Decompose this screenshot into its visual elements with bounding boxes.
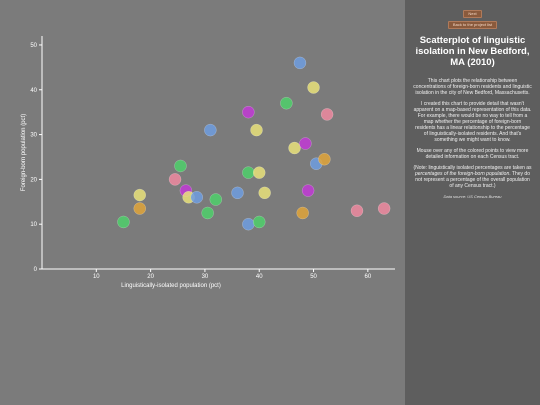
x-tick-label: 30 (202, 274, 209, 280)
data-point[interactable] (242, 166, 255, 179)
data-point[interactable] (301, 184, 315, 197)
data-point[interactable] (204, 123, 217, 137)
data-point[interactable] (174, 159, 187, 173)
description-paragraph-2: I created this chart to provide detail t… (413, 101, 532, 143)
data-point[interactable] (296, 206, 309, 220)
data-point[interactable] (307, 81, 320, 94)
data-point[interactable] (288, 141, 301, 155)
y-tick-label: 20 (30, 177, 37, 183)
x-axis-title: Linguistically-isolated population (pct) (121, 283, 221, 289)
next-button[interactable]: Next (463, 10, 482, 18)
description-note: (Note: linguistically isolated percentag… (413, 165, 532, 189)
back-to-projects-button[interactable]: Back to the project list (447, 21, 498, 29)
data-point[interactable] (252, 215, 266, 229)
scatterplot-area: 0 10 20 30 40 50 10 20 30 40 50 60 Linguistically-is… (21, 36, 395, 289)
data-point[interactable] (320, 108, 334, 121)
scatterplot-svg: 0 10 20 30 40 50 10 20 30 40 50 60 Linguistically-is… (21, 36, 395, 289)
data-point[interactable] (318, 152, 331, 166)
note-suffix: . They do not represent a percentage of … (415, 171, 530, 189)
y-tick-label: 10 (30, 222, 37, 228)
y-axis-title: Foreign-born population (pct) (21, 114, 27, 191)
x-tick-label: 10 (93, 274, 100, 280)
data-point[interactable] (250, 123, 263, 137)
data-point[interactable] (133, 188, 147, 202)
note-emphasis: percentages of the foreign-born populati… (415, 171, 510, 177)
x-tick-label: 40 (256, 274, 263, 280)
data-point[interactable] (377, 202, 391, 215)
data-point[interactable] (201, 206, 214, 220)
x-tick-label: 60 (365, 274, 372, 280)
data-point[interactable] (299, 137, 312, 150)
data-source: Data source: US Census Bureau (443, 194, 502, 199)
y-tick-label: 50 (30, 43, 37, 49)
x-tick-label: 50 (310, 274, 317, 280)
data-point[interactable] (231, 186, 244, 200)
data-point[interactable] (133, 202, 147, 215)
y-tick-label: 40 (30, 88, 37, 94)
data-point[interactable] (117, 215, 130, 229)
data-point[interactable] (242, 217, 255, 231)
note-prefix: (Note: linguistically isolated percentag… (413, 165, 532, 171)
data-point[interactable] (190, 191, 204, 204)
description-paragraph-1: This chart plots the relationship betwee… (413, 78, 532, 96)
data-point[interactable] (350, 204, 364, 217)
data-point[interactable] (242, 105, 255, 119)
data-point[interactable] (252, 166, 266, 179)
side-panel: Next Back to the project list Scatterplo… (405, 0, 540, 405)
x-tick-label: 20 (147, 274, 154, 280)
y-tick-label: 0 (34, 267, 38, 273)
data-point[interactable] (209, 193, 223, 206)
data-point[interactable] (168, 173, 182, 186)
data-point[interactable] (280, 96, 293, 110)
description-paragraph-3: Mouse over any of the colored points to … (416, 148, 529, 160)
data-point[interactable] (258, 186, 271, 200)
y-tick-label: 30 (30, 133, 37, 139)
chart-title: Scatterplot of linguistic isolation in N… (415, 35, 530, 68)
nav-row: Next Back to the project list (413, 10, 532, 29)
data-point[interactable] (293, 56, 307, 70)
